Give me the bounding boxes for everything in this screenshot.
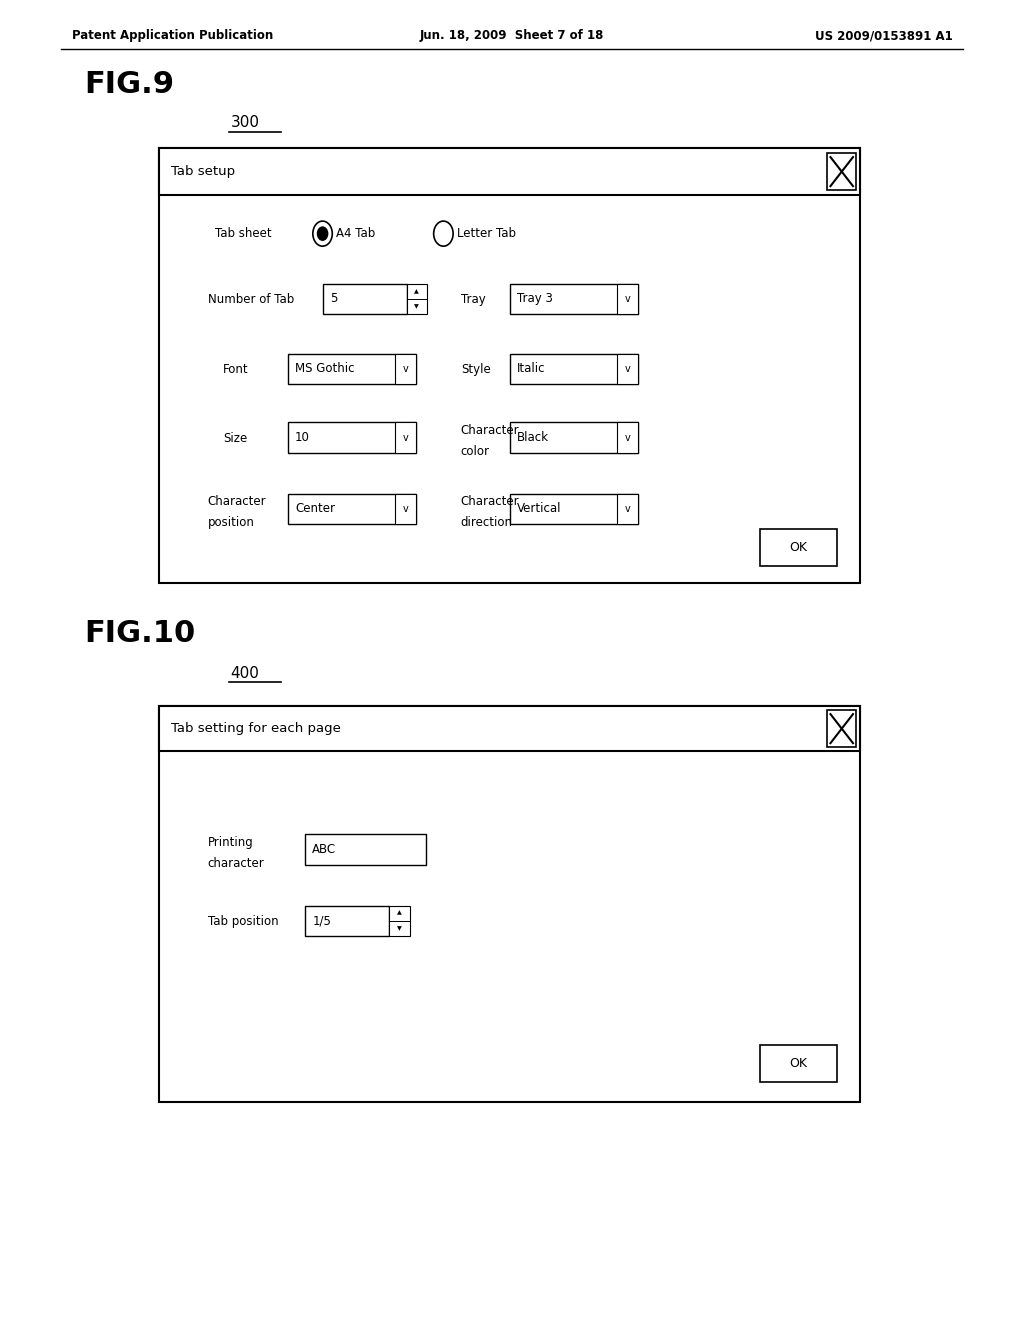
Circle shape [317,227,328,240]
Text: Character: Character [461,495,519,508]
Text: v: v [625,294,631,304]
Text: character: character [208,857,264,870]
Text: 5: 5 [330,293,337,305]
Text: Style: Style [461,363,490,376]
Text: ▼: ▼ [397,925,401,931]
Bar [827,710,856,747]
Bar [395,494,416,524]
Text: ▼: ▼ [415,304,419,309]
Text: 10: 10 [295,432,310,444]
Bar [510,422,638,453]
Text: Tab position: Tab position [208,915,279,928]
Bar [407,284,427,314]
Text: A4 Tab: A4 Tab [336,227,375,240]
Text: OK: OK [790,1057,807,1071]
Text: Italic: Italic [517,363,546,375]
Text: Tray 3: Tray 3 [517,293,553,305]
Bar [510,354,638,384]
Text: v: v [402,504,409,513]
Text: Black: Black [517,432,549,444]
Bar [159,706,860,1102]
Text: Tab sheet: Tab sheet [215,227,271,240]
Text: position: position [208,516,255,529]
Bar [305,834,426,865]
Text: Character: Character [461,424,519,437]
Bar [323,284,407,314]
Text: direction: direction [461,516,513,529]
Text: ABC: ABC [312,843,337,855]
Text: Patent Application Publication: Patent Application Publication [72,29,273,42]
Text: Number of Tab: Number of Tab [208,293,294,306]
Bar [288,354,416,384]
Bar [305,906,389,936]
Text: ▲: ▲ [415,289,419,294]
Text: 300: 300 [230,115,259,131]
Bar [510,284,638,314]
Text: v: v [402,364,409,374]
Text: ▲: ▲ [397,911,401,916]
Text: US 2009/0153891 A1: US 2009/0153891 A1 [814,29,952,42]
Text: color: color [461,445,489,458]
Text: Tab setting for each page: Tab setting for each page [171,722,341,735]
Text: MS Gothic: MS Gothic [295,363,354,375]
Bar [617,494,638,524]
Text: 400: 400 [230,665,259,681]
Text: 1/5: 1/5 [312,915,331,927]
Text: Font: Font [223,363,249,376]
Bar [510,494,638,524]
Bar [159,148,860,583]
Bar [617,284,638,314]
Text: Tab setup: Tab setup [171,165,236,178]
Text: v: v [402,433,409,442]
Text: FIG.9: FIG.9 [84,70,174,99]
Text: Printing: Printing [208,836,254,849]
Bar [395,422,416,453]
Bar [617,354,638,384]
Text: Character: Character [208,495,266,508]
Text: Jun. 18, 2009  Sheet 7 of 18: Jun. 18, 2009 Sheet 7 of 18 [420,29,604,42]
Bar [760,1045,837,1082]
Text: Vertical: Vertical [517,503,561,515]
Text: OK: OK [790,541,807,554]
Text: v: v [625,364,631,374]
Bar [827,153,856,190]
Bar [395,354,416,384]
Bar [288,422,416,453]
Text: Size: Size [223,432,248,445]
Text: Center: Center [295,503,335,515]
Text: FIG.10: FIG.10 [84,619,196,648]
Bar [389,906,410,936]
Bar [617,422,638,453]
Text: Letter Tab: Letter Tab [457,227,516,240]
Bar [159,706,860,751]
Bar [159,148,860,195]
Bar [760,529,837,566]
Text: v: v [625,504,631,513]
Text: v: v [625,433,631,442]
Bar [288,494,416,524]
Text: Tray: Tray [461,293,485,306]
